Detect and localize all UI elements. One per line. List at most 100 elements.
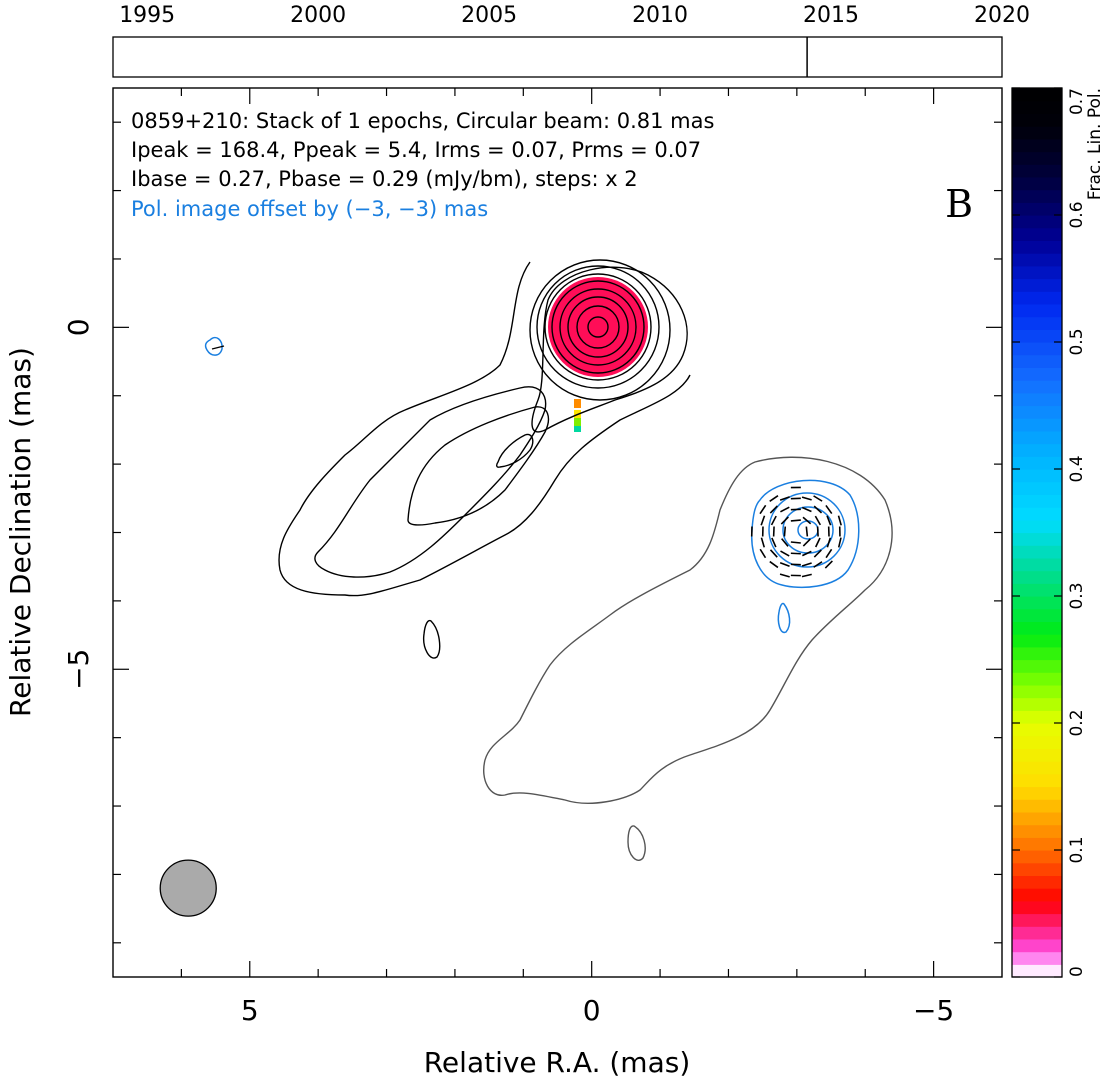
x-tick-label: −5 (913, 994, 954, 1027)
intensity-contour (422, 619, 441, 659)
colorbar-band (1012, 748, 1062, 762)
colorbar-band (1012, 557, 1062, 572)
colorbar-band (1012, 862, 1062, 876)
colorbar-band (1012, 913, 1062, 927)
colorbar-band (1012, 646, 1062, 661)
timeline-ticks: 1995 2000 2005 2010 2015 2020 (119, 3, 1030, 28)
colorbar-band (1012, 113, 1062, 127)
colorbar-band (1012, 608, 1062, 622)
evpa-tick (814, 537, 821, 548)
evpa-tick (837, 537, 842, 548)
colorbar-band (1012, 545, 1062, 559)
colorbar-band (1012, 88, 1062, 102)
timeline-tick-label: 1995 (119, 3, 175, 28)
colorbar-band (1012, 380, 1062, 394)
colorbar-bands (1012, 88, 1062, 978)
colorbar-band (1012, 659, 1062, 673)
core-intensity-contours (529, 259, 688, 433)
colorbar-band (1012, 837, 1062, 851)
colorbar-band (1012, 761, 1062, 775)
colorbar-tick-label: 0.2 (1067, 709, 1087, 736)
colorbar-band (1012, 494, 1062, 508)
colorbar-band (1012, 418, 1062, 432)
intensity-contour (407, 406, 550, 526)
colorbar-band (1012, 100, 1062, 114)
evpa-tick (825, 504, 833, 515)
colorbar-tick-label: 0.5 (1067, 328, 1087, 355)
evpa-tick (769, 560, 779, 569)
evpa-tick (813, 561, 823, 568)
evpa-tick (779, 496, 790, 501)
colorbar-band (1012, 697, 1062, 711)
colorbar-tick-label: 0.6 (1067, 201, 1087, 228)
x-axis-label: Relative R.A. (mas) (424, 1046, 691, 1079)
x-tick-labels: 5 0 −5 (241, 994, 954, 1027)
timeline-panel: 1995 2000 2005 2010 2015 2020 (112, 3, 1030, 78)
colorbar-band (1012, 469, 1062, 483)
colorbar-band (1012, 303, 1062, 318)
colorbar-band (1012, 570, 1062, 584)
evpa-tick (771, 537, 777, 548)
x-tick-label: 0 (583, 994, 601, 1027)
colorbar-band (1012, 138, 1062, 153)
timeline-frame (112, 36, 1003, 78)
colorbar-band (1012, 684, 1062, 699)
evpa-tick (802, 538, 811, 547)
timeline-tick-label: 2010 (632, 3, 688, 28)
colorbar-band (1012, 329, 1062, 343)
colorbar-label: Frac. Lin. Pol. (1085, 88, 1105, 200)
y-tick-label: −5 (62, 649, 95, 690)
colorbar-frame (1011, 87, 1063, 978)
colorbar-tick-label: 0 (1067, 966, 1087, 977)
colorbar-band (1012, 710, 1062, 724)
evpa-tick (781, 538, 789, 547)
intensity-contour (567, 296, 629, 358)
colorbar-band (1012, 811, 1062, 826)
colorbar-band (1012, 392, 1062, 407)
colorbar-band (1012, 964, 1062, 978)
evpa-tick (801, 496, 812, 501)
intensity-contour (314, 386, 547, 578)
colorbar-tick-label: 0.4 (1067, 455, 1087, 482)
evpa-tick (770, 515, 777, 526)
intensity-contour (529, 259, 671, 401)
evpa-tick (779, 561, 790, 568)
colorbar-band (1012, 799, 1062, 813)
evpa-tick (769, 549, 778, 558)
colorbar-band (1012, 481, 1062, 495)
colorbar-band (1012, 189, 1062, 203)
evpa-tick (813, 505, 823, 514)
intensity-contour (483, 456, 893, 804)
evpa-tick (802, 516, 812, 525)
intensity-contour (278, 261, 691, 597)
frac-pol-pixel (574, 418, 581, 426)
colorbar-band (1012, 215, 1062, 229)
colorbar-band (1012, 507, 1062, 521)
colorbar-band (1012, 291, 1062, 305)
jet-intensity-contours (278, 261, 691, 659)
colorbar-band (1012, 240, 1062, 254)
evpa-tick (783, 526, 787, 537)
evpa-tick (759, 504, 767, 515)
colorbar-band (1012, 164, 1062, 178)
colorbar-band (1012, 456, 1062, 470)
annotations: 0859+210: Stack of 1 epochs, Circular be… (131, 109, 714, 221)
x-tick-label: 5 (241, 994, 259, 1027)
colorbar-band (1012, 735, 1062, 749)
colorbar-band (1012, 202, 1062, 216)
evpa-tick (813, 495, 823, 502)
evpa-tick (769, 495, 779, 502)
evpa-tick (790, 541, 801, 544)
colorbar-tick-label: 0.1 (1067, 836, 1087, 863)
intensity-contour (587, 316, 609, 338)
evpa-tick (801, 562, 812, 567)
colorbar-band (1012, 342, 1062, 356)
colorbar-band (1012, 367, 1062, 381)
colorbar-band (1012, 938, 1062, 953)
annotation-line-4: Pol. image offset by (−3, −3) mas (131, 197, 488, 221)
evpa-tick (759, 548, 767, 559)
intensity-contour (536, 265, 660, 389)
timeline-tick-label: 2000 (290, 3, 346, 28)
evpa-tick (779, 573, 790, 578)
colorbar-band (1012, 316, 1062, 330)
